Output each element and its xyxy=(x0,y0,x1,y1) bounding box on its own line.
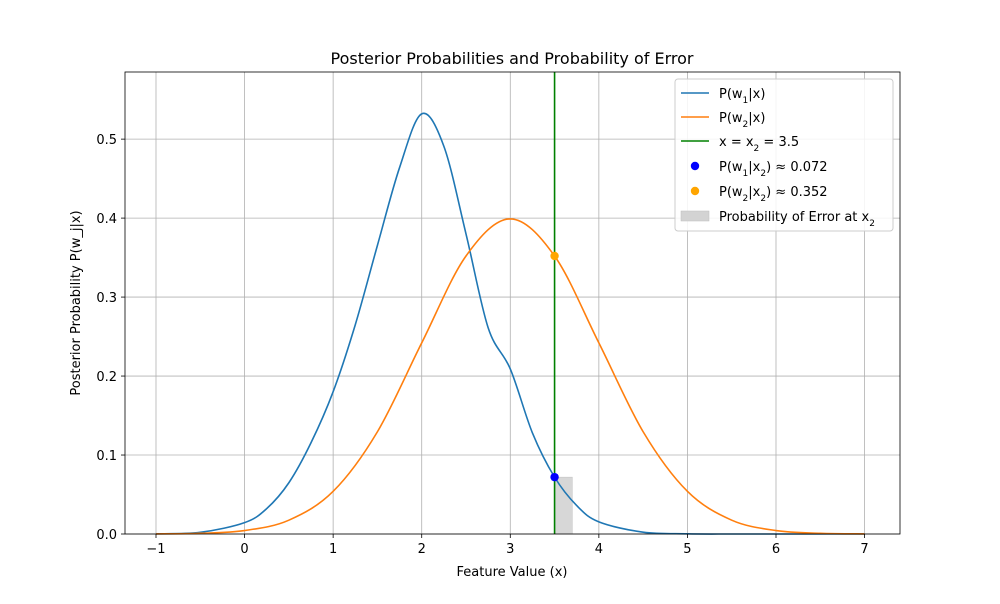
chart-title: Posterior Probabilities and Probability … xyxy=(331,49,694,68)
legend: P(w1|x) P(w2|x) x = x2 = 3.5 P(w1|x2) ≈ 0.0… xyxy=(674,78,894,232)
x-tick-label: 7 xyxy=(860,542,868,557)
legend-box xyxy=(674,78,894,232)
x-tick-label: 1 xyxy=(329,542,337,557)
x-tick-label: −1 xyxy=(146,542,165,557)
legend-label-p1: P(w1|x2) ≈ 0.072 xyxy=(719,160,828,179)
x-tick-label: 6 xyxy=(772,542,780,557)
y-axis-label: Posterior Probability P(w_j|x) xyxy=(69,210,84,395)
y-tick-label: 0.3 xyxy=(96,291,117,306)
point-marker-1 xyxy=(550,472,559,482)
y-tick-label: 0.0 xyxy=(96,528,117,543)
point-marker-2 xyxy=(550,251,559,261)
axes: −1 0 1 2 3 4 5 6 7 0.0 0.1 0.2 0.3 0.4 0.5 xyxy=(96,71,901,557)
legend-swatch-p2 xyxy=(690,186,700,196)
series-line-2 xyxy=(155,218,865,535)
legend-swatch-p1 xyxy=(690,161,700,171)
legend-swatch-err xyxy=(680,210,710,222)
legend-label-w2: P(w2|x) xyxy=(719,111,765,130)
y-tick-label: 0.1 xyxy=(96,449,117,464)
y-tick-label: 0.2 xyxy=(96,370,117,385)
x-tick-label: 5 xyxy=(683,542,691,557)
legend-label-w1: P(w1|x) xyxy=(719,87,765,106)
x-tick-label: 2 xyxy=(418,542,426,557)
legend-label-p2: P(w2|x2) ≈ 0.352 xyxy=(719,185,828,204)
x-tick-label: 4 xyxy=(595,542,603,557)
y-tick-label: 0.5 xyxy=(96,133,117,148)
x-axis-label: Feature Value (x) xyxy=(457,565,568,580)
x-tick-label: 0 xyxy=(240,542,248,557)
y-tick-label: 0.4 xyxy=(96,212,117,227)
series-line-1 xyxy=(155,112,865,535)
error-region-bar xyxy=(554,476,573,535)
plot-area xyxy=(155,72,865,535)
plot-frame xyxy=(124,71,901,535)
x-tick-label: 3 xyxy=(506,542,514,557)
legend-label-vline: x = x2 = 3.5 xyxy=(719,135,799,154)
legend-label-err: Probability of Error at x2 xyxy=(719,210,875,229)
